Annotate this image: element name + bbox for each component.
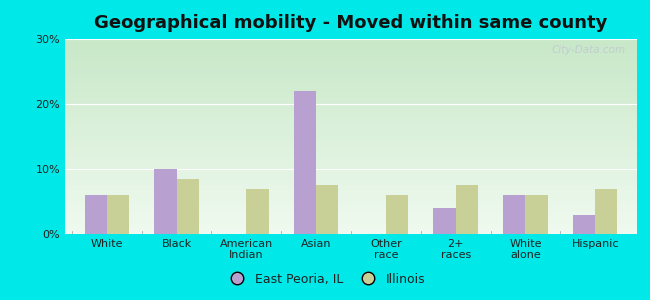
Bar [386,195,408,234]
Bar [573,214,595,234]
Bar [456,185,478,234]
Bar [525,195,548,234]
Bar [84,195,107,234]
Title: Geographical mobility - Moved within same county: Geographical mobility - Moved within sam… [94,14,608,32]
Bar [154,169,177,234]
Bar [434,208,456,234]
Bar [107,195,129,234]
Legend: East Peoria, IL, Illinois: East Peoria, IL, Illinois [220,268,430,291]
Bar [177,179,199,234]
Bar [316,185,339,234]
Text: City-Data.com: City-Data.com [551,45,625,55]
Bar [595,188,617,234]
Bar [294,91,316,234]
Bar [246,188,268,234]
Bar [503,195,525,234]
